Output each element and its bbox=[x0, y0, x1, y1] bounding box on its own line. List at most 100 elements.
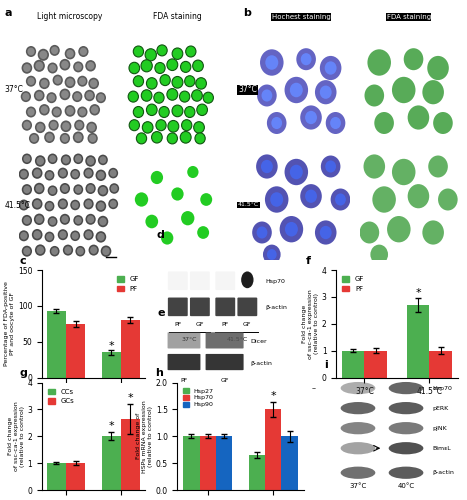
Circle shape bbox=[72, 202, 78, 208]
FancyBboxPatch shape bbox=[168, 272, 188, 290]
Circle shape bbox=[305, 190, 317, 203]
Text: BimᴇL: BimᴇL bbox=[432, 446, 451, 450]
Circle shape bbox=[35, 184, 43, 192]
Y-axis label: Fold change
of ssc-ca-1 expression
(relative to control): Fold change of ssc-ca-1 expression (rela… bbox=[8, 402, 25, 471]
Circle shape bbox=[172, 76, 183, 88]
Circle shape bbox=[59, 88, 71, 100]
Circle shape bbox=[22, 246, 32, 256]
Circle shape bbox=[87, 157, 94, 165]
Circle shape bbox=[48, 154, 57, 164]
Circle shape bbox=[21, 62, 32, 74]
Bar bbox=[249, 455, 265, 490]
Circle shape bbox=[89, 104, 100, 116]
Circle shape bbox=[194, 122, 205, 133]
Circle shape bbox=[265, 55, 278, 70]
Circle shape bbox=[305, 111, 317, 124]
Bar bbox=[66, 324, 85, 378]
Circle shape bbox=[23, 248, 30, 255]
Circle shape bbox=[98, 216, 108, 227]
Circle shape bbox=[34, 200, 41, 208]
Text: 37°C: 37°C bbox=[349, 484, 367, 490]
Circle shape bbox=[34, 214, 44, 225]
Circle shape bbox=[110, 200, 117, 207]
Circle shape bbox=[86, 122, 97, 133]
Circle shape bbox=[34, 169, 41, 177]
Circle shape bbox=[187, 166, 198, 178]
Circle shape bbox=[46, 92, 57, 103]
Circle shape bbox=[181, 62, 191, 72]
Y-axis label: Percentage of FDA-positive
PF and oocyte of GF: Percentage of FDA-positive PF and oocyte… bbox=[4, 282, 15, 366]
Text: i: i bbox=[324, 360, 328, 370]
Circle shape bbox=[111, 185, 118, 192]
FancyBboxPatch shape bbox=[168, 354, 200, 370]
FancyBboxPatch shape bbox=[168, 298, 188, 316]
Circle shape bbox=[26, 106, 36, 118]
Circle shape bbox=[87, 133, 98, 144]
Circle shape bbox=[96, 200, 106, 212]
Circle shape bbox=[387, 216, 410, 242]
Circle shape bbox=[39, 50, 47, 59]
FancyBboxPatch shape bbox=[205, 354, 244, 370]
Circle shape bbox=[284, 77, 308, 103]
Circle shape bbox=[32, 229, 42, 240]
Circle shape bbox=[53, 108, 60, 116]
Circle shape bbox=[50, 246, 60, 256]
Circle shape bbox=[53, 74, 63, 86]
Bar bbox=[364, 350, 387, 378]
Circle shape bbox=[181, 211, 194, 226]
Ellipse shape bbox=[389, 422, 424, 434]
Circle shape bbox=[59, 200, 66, 208]
Circle shape bbox=[433, 112, 453, 134]
Circle shape bbox=[77, 76, 87, 86]
Ellipse shape bbox=[340, 402, 375, 414]
Circle shape bbox=[23, 122, 30, 129]
Circle shape bbox=[49, 64, 56, 72]
Circle shape bbox=[392, 77, 416, 103]
Circle shape bbox=[84, 198, 94, 209]
Circle shape bbox=[44, 201, 55, 211]
Circle shape bbox=[315, 220, 337, 244]
Ellipse shape bbox=[389, 442, 424, 454]
Circle shape bbox=[66, 78, 74, 86]
Circle shape bbox=[167, 88, 178, 100]
Circle shape bbox=[72, 170, 78, 178]
Circle shape bbox=[85, 156, 96, 166]
Circle shape bbox=[64, 105, 76, 117]
Circle shape bbox=[66, 107, 74, 115]
Circle shape bbox=[49, 155, 56, 162]
Circle shape bbox=[59, 169, 66, 177]
Bar bbox=[47, 311, 66, 378]
Circle shape bbox=[315, 80, 337, 104]
Circle shape bbox=[85, 231, 92, 238]
Circle shape bbox=[87, 184, 94, 192]
FancyBboxPatch shape bbox=[237, 298, 257, 316]
FancyBboxPatch shape bbox=[215, 272, 235, 290]
Circle shape bbox=[59, 231, 66, 238]
Circle shape bbox=[51, 46, 58, 54]
Circle shape bbox=[422, 80, 444, 104]
Circle shape bbox=[203, 92, 213, 103]
Circle shape bbox=[20, 201, 28, 209]
Circle shape bbox=[48, 62, 58, 74]
Circle shape bbox=[159, 106, 169, 118]
Circle shape bbox=[34, 60, 45, 72]
Circle shape bbox=[320, 56, 341, 80]
Circle shape bbox=[256, 226, 268, 238]
Circle shape bbox=[46, 134, 53, 141]
Circle shape bbox=[84, 90, 95, 101]
Circle shape bbox=[48, 216, 57, 227]
Text: 37°C: 37°C bbox=[182, 338, 197, 342]
Circle shape bbox=[252, 222, 272, 244]
Circle shape bbox=[28, 78, 35, 85]
Circle shape bbox=[403, 48, 424, 70]
Circle shape bbox=[41, 80, 48, 88]
Circle shape bbox=[300, 184, 322, 208]
Legend: Hsp27, Hsp70, Hsp90: Hsp27, Hsp70, Hsp90 bbox=[181, 386, 216, 410]
Circle shape bbox=[49, 120, 59, 130]
Circle shape bbox=[32, 198, 42, 209]
Circle shape bbox=[46, 202, 53, 210]
Circle shape bbox=[263, 244, 281, 264]
Circle shape bbox=[41, 106, 48, 114]
Circle shape bbox=[167, 59, 178, 70]
Text: Hochest staining: Hochest staining bbox=[272, 14, 331, 20]
